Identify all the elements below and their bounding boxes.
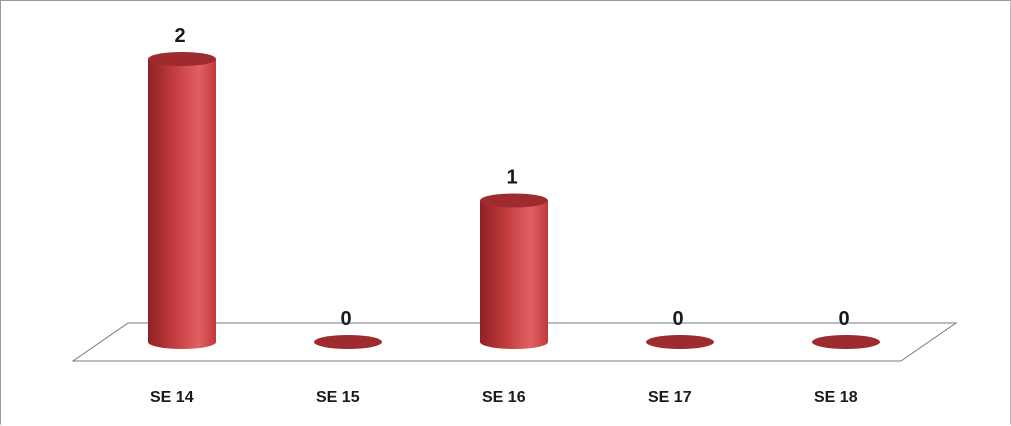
bar-zero-disc <box>812 335 880 349</box>
bar-2 <box>314 335 382 349</box>
data-label: 1 <box>506 167 517 189</box>
bar-4 <box>646 335 714 349</box>
x-tick-label: SE 14 <box>150 389 194 406</box>
data-label: 0 <box>838 308 849 330</box>
bars-layer <box>148 52 880 349</box>
x-tick-label: SE 17 <box>648 389 692 406</box>
data-labels-layer: 2 0 1 0 0 <box>174 25 849 330</box>
bar-zero-disc <box>314 335 382 349</box>
x-tick-label: SE 16 <box>482 389 526 406</box>
bar-zero-disc <box>646 335 714 349</box>
bar-cylinder-top <box>480 193 548 208</box>
bar-3 <box>480 193 548 349</box>
data-label: 0 <box>672 308 683 330</box>
x-tick-label: SE 18 <box>814 389 858 406</box>
bar-5 <box>812 335 880 349</box>
bar-1 <box>148 52 216 349</box>
bar-cylinder-body <box>148 59 216 349</box>
data-label: 0 <box>340 308 351 330</box>
x-tick-labels-layer: SE 14 SE 15 SE 16 SE 17 SE 18 <box>150 389 858 406</box>
data-label: 2 <box>174 25 185 47</box>
bar-cylinder-body <box>480 200 548 349</box>
bar-cylinder-top <box>148 52 216 66</box>
x-tick-label: SE 15 <box>316 389 360 406</box>
